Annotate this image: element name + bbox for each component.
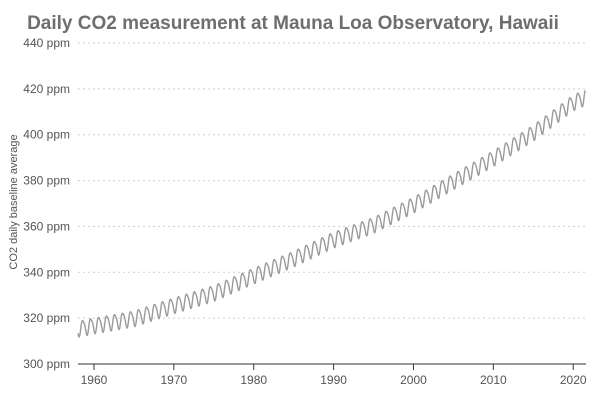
gridlines [78, 42, 586, 319]
y-tick-label: 420 ppm [23, 82, 70, 96]
x-tick-label: 1970 [160, 373, 187, 387]
y-tick-label: 320 ppm [23, 311, 70, 325]
y-tick-label: 300 ppm [23, 357, 70, 371]
series-layer [77, 90, 586, 338]
chart-title: Daily CO2 measurement at Mauna Loa Obser… [27, 13, 559, 34]
y-axis-label: CO2 daily baseline average [8, 134, 20, 269]
x-tick-label: 2020 [560, 373, 587, 387]
co2-series-line [77, 90, 586, 338]
x-tick-label: 1980 [240, 373, 267, 387]
x-tick-label: 1990 [320, 373, 347, 387]
y-tick-label: 340 ppm [23, 265, 70, 279]
x-tick-label: 2000 [400, 373, 427, 387]
y-tick-label: 400 ppm [23, 128, 70, 142]
x-tick-label: 2010 [480, 373, 507, 387]
x-tick-label: 1960 [81, 373, 108, 387]
axes: 300 ppm 320 ppm 340 ppm 360 ppm 380 ppm 400 p… [23, 36, 587, 387]
y-tick-label: 440 ppm [23, 36, 70, 50]
y-tick-label: 360 ppm [23, 219, 70, 233]
y-tick-label: 380 ppm [23, 174, 70, 188]
